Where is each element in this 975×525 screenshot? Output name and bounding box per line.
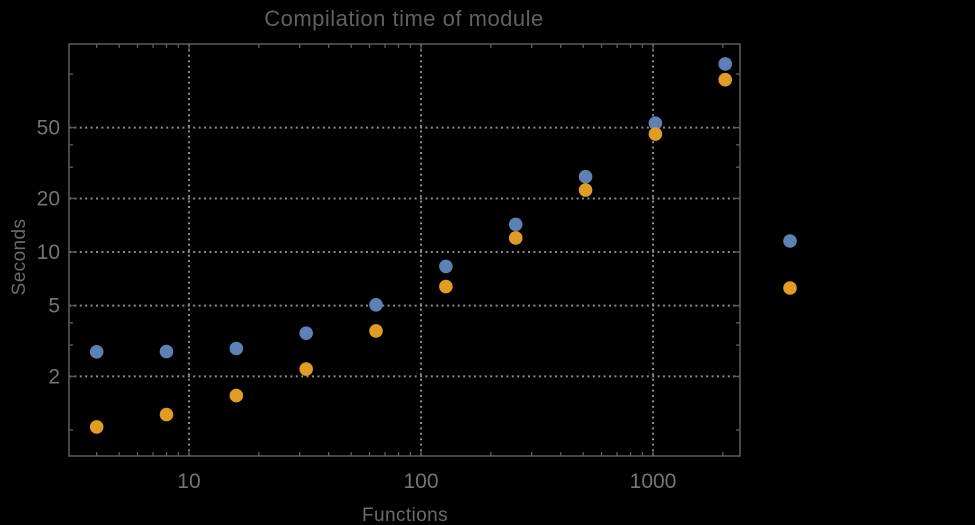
tick-labels: 10 100 1000 2 5 10 20 50 — [37, 117, 677, 493]
x-tick-label: 10 — [177, 470, 200, 493]
plot-frame — [68, 43, 741, 457]
legend-marker-series-2 — [783, 281, 797, 295]
data-point-series-2 — [718, 72, 733, 87]
y-tick-label: 2 — [48, 365, 60, 388]
data-point-series-1 — [229, 341, 244, 356]
x-tick-label: 100 — [403, 470, 438, 493]
data-point-series-2 — [89, 420, 104, 434]
axis-ticks — [69, 44, 740, 456]
legend-marker-series-1 — [783, 234, 797, 248]
legend — [783, 234, 797, 295]
y-tick-label: 10 — [37, 241, 60, 264]
chart-title: Compilation time of module — [264, 6, 544, 31]
y-tick-label: 5 — [48, 295, 60, 318]
data-point-series-1 — [439, 259, 453, 274]
gridlines — [69, 44, 740, 456]
data-point-series-1 — [159, 344, 174, 359]
frame-rect — [68, 43, 741, 457]
data-point-series-2 — [439, 279, 453, 294]
data-point-series-1 — [508, 217, 523, 232]
data-point-series-2 — [578, 183, 593, 197]
data-point-series-1 — [578, 169, 593, 184]
data-point-series-1 — [718, 57, 733, 71]
data-point-series-2 — [508, 231, 523, 245]
data-points — [89, 57, 733, 434]
data-point-series-1 — [648, 116, 663, 130]
x-axis-label: Functions — [362, 505, 448, 525]
data-point-series-1 — [369, 298, 383, 312]
data-point-series-1 — [89, 344, 104, 359]
y-tick-label: 50 — [37, 117, 60, 140]
y-tick-label: 20 — [37, 187, 60, 210]
data-point-series-2 — [229, 388, 244, 403]
data-point-series-2 — [159, 407, 174, 422]
y-axis-label: Seconds — [9, 219, 30, 296]
data-point-series-2 — [648, 127, 663, 141]
data-point-series-2 — [299, 362, 313, 376]
data-point-series-2 — [369, 324, 383, 338]
x-tick-label: 1000 — [630, 470, 677, 493]
data-point-series-1 — [299, 326, 313, 340]
